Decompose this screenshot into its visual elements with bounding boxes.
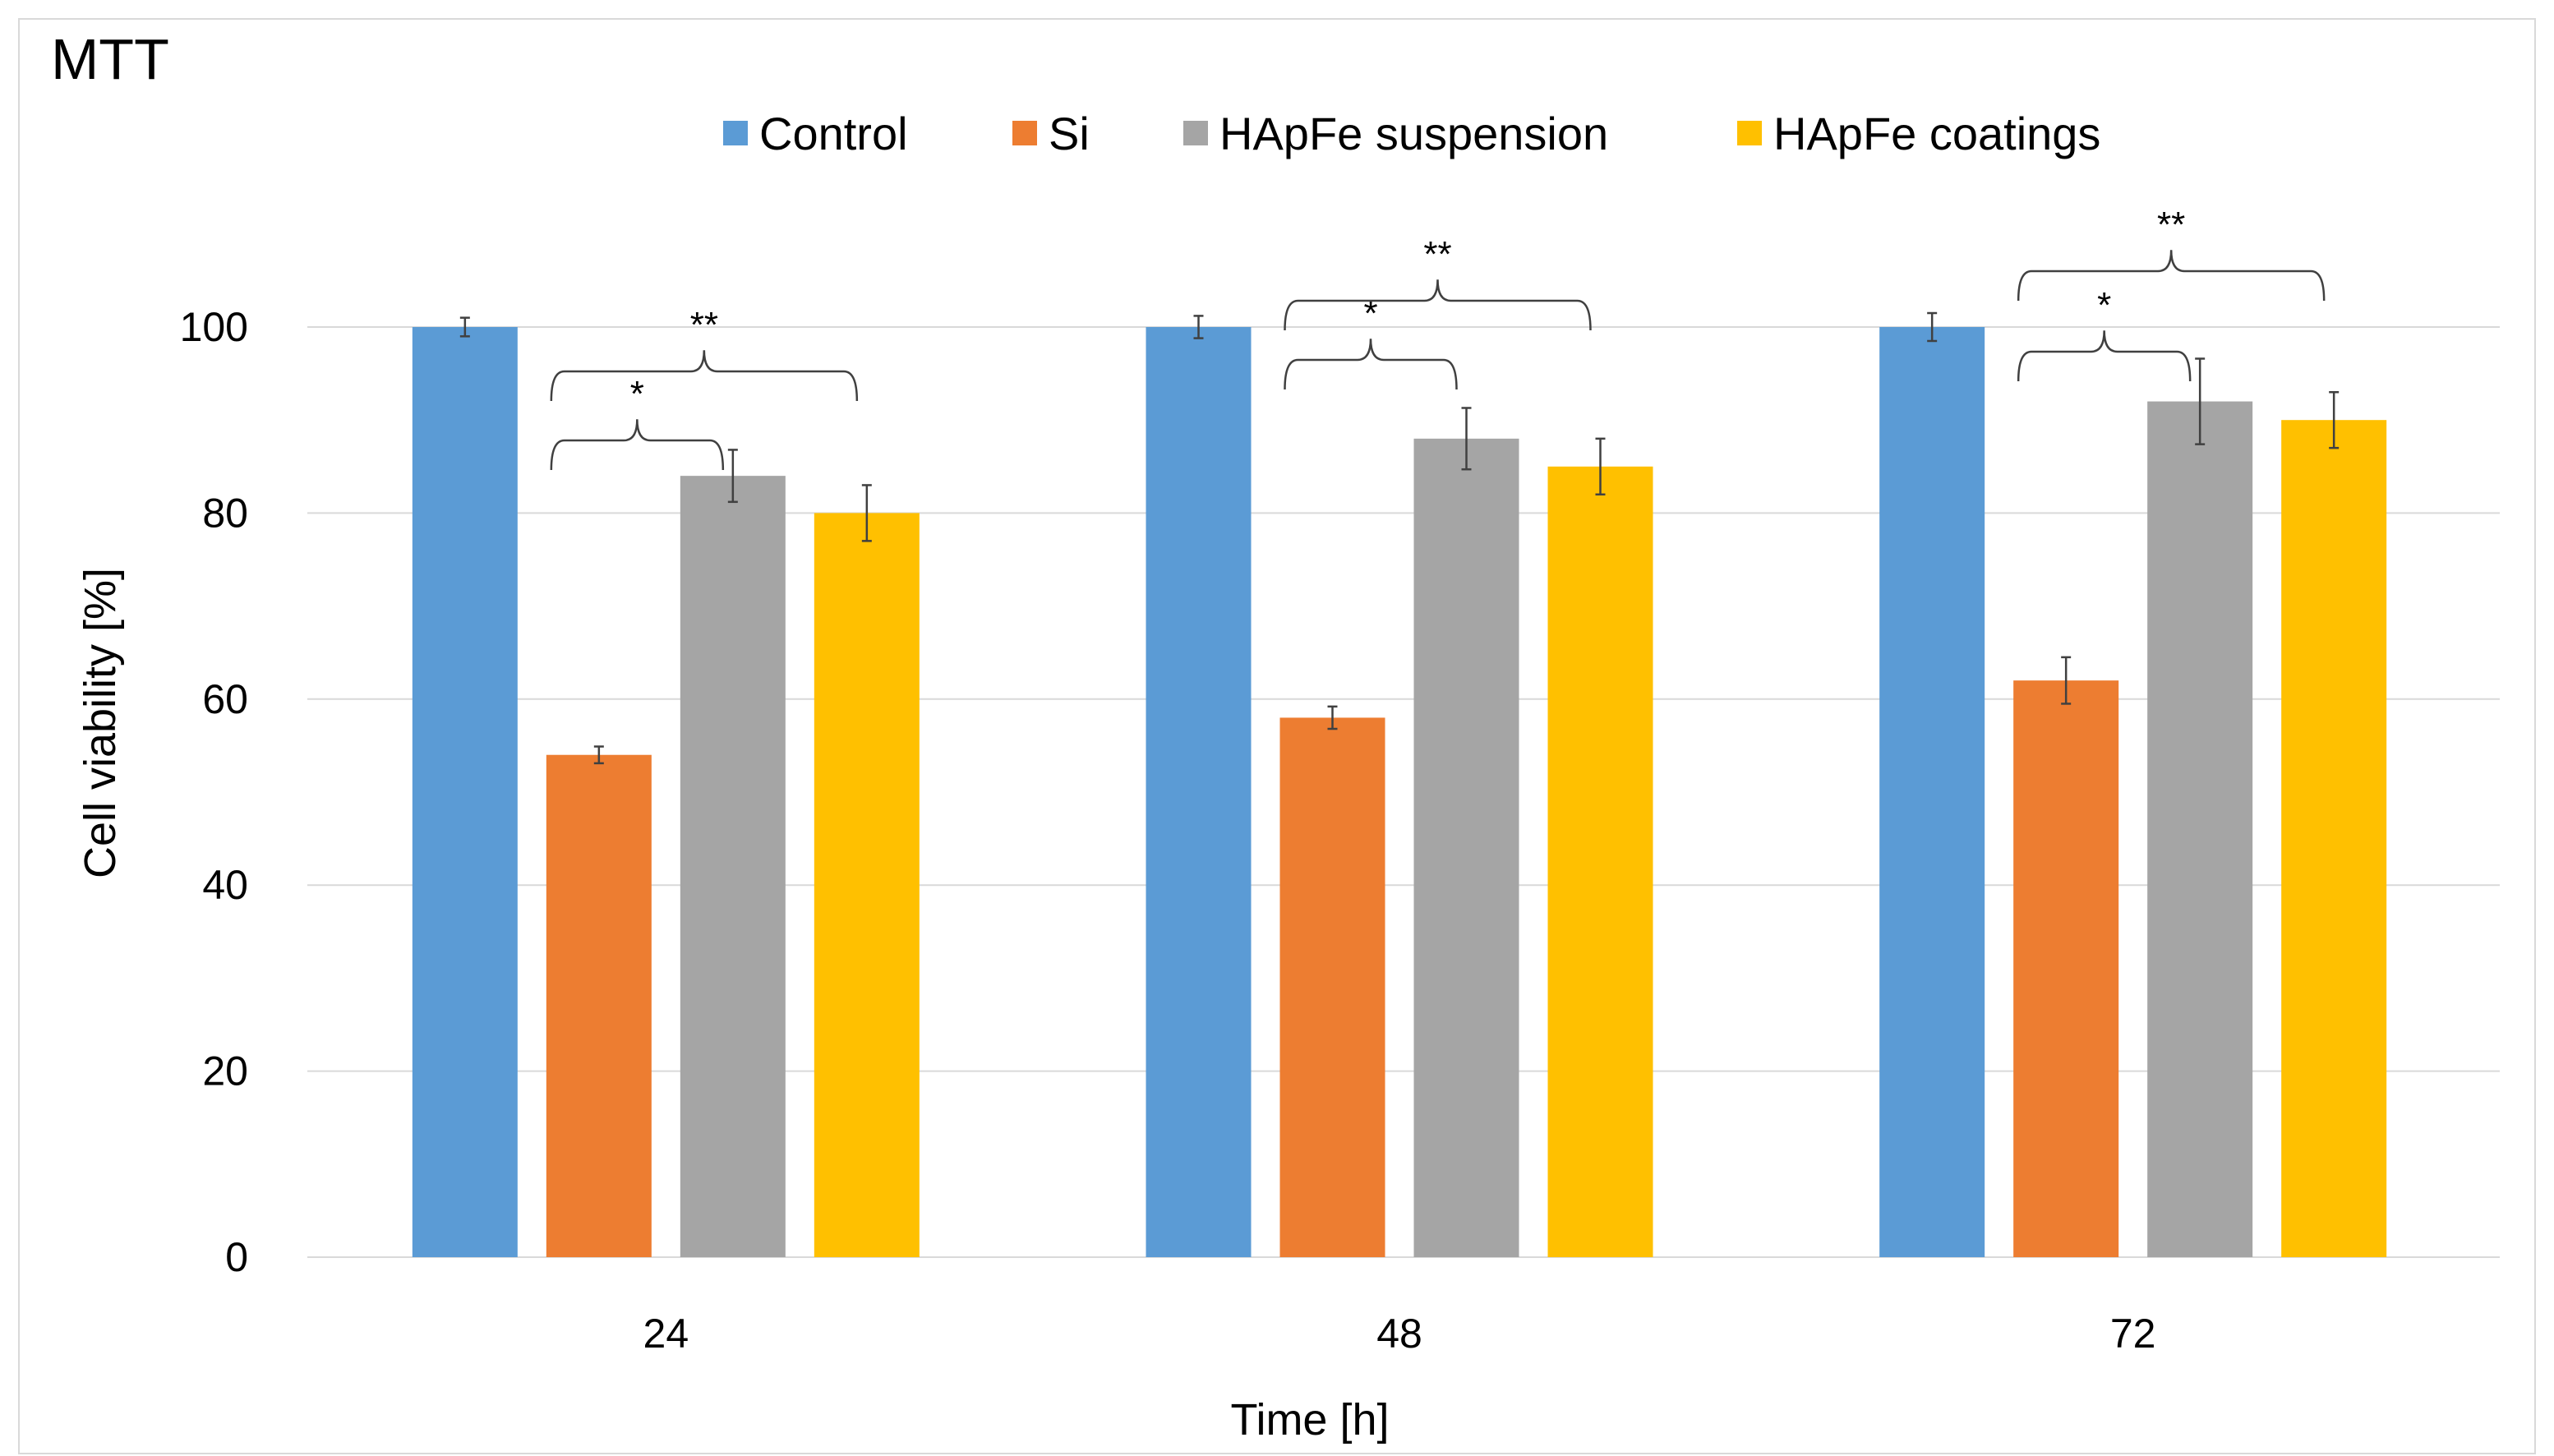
y-axis-title: Cell viability [%] — [76, 568, 125, 878]
bar-si-24 — [546, 754, 652, 1257]
x-tick-label: 24 — [643, 1311, 689, 1357]
bar-control-72 — [1879, 327, 1985, 1257]
significance-bracket — [1284, 339, 1458, 390]
bar-hapfe-coatings-72 — [2281, 420, 2387, 1257]
significance-label: * — [630, 374, 644, 414]
legend-label: Si — [1049, 108, 1090, 159]
significance-bracket — [2017, 250, 2326, 302]
chart-title: MTT — [51, 27, 169, 91]
y-tick-label: 60 — [202, 676, 248, 722]
significance-bracket — [550, 419, 725, 471]
x-axis-title: Time [h] — [1230, 1395, 1389, 1444]
bar-hapfe-suspension-24 — [680, 476, 786, 1257]
significance-label: ** — [1423, 234, 1451, 274]
bar-hapfe-suspension-72 — [2147, 401, 2253, 1257]
bar-control-24 — [412, 327, 518, 1257]
x-tick-label: 48 — [1376, 1311, 1422, 1357]
legend: Control Si HApFe suspension HApFe coatings — [723, 108, 2100, 159]
significance-label: ** — [690, 305, 718, 345]
legend-label: HApFe suspension — [1219, 108, 1608, 159]
legend-swatch — [1183, 121, 1208, 145]
y-tick-label: 0 — [225, 1234, 248, 1280]
significance-bracket — [550, 350, 859, 402]
x-tick-label: 72 — [2110, 1311, 2156, 1357]
y-tick-label: 20 — [202, 1048, 248, 1094]
error-bars — [459, 311, 2340, 765]
legend-label: Control — [759, 108, 908, 159]
legend-swatch — [723, 121, 748, 145]
y-axis-ticks: 0 20 40 60 80 100 — [180, 304, 248, 1280]
bar-hapfe-coatings-48 — [1547, 466, 1653, 1257]
significance-bracket — [1284, 279, 1592, 331]
chart-frame: * ** * ** * ** 0 20 40 60 80 100 24 48 72 Control Si H… — [18, 18, 2536, 1454]
x-axis-ticks: 24 48 72 — [643, 1311, 2156, 1357]
significance-label: * — [1363, 293, 1377, 334]
bar-hapfe-suspension-48 — [1413, 438, 1519, 1257]
legend-swatch — [1012, 121, 1037, 145]
significance-label: ** — [2157, 205, 2185, 245]
legend-label: HApFe coatings — [1773, 108, 2100, 159]
bar-control-48 — [1146, 327, 1252, 1257]
bar-si-72 — [2013, 680, 2119, 1257]
legend-swatch — [1737, 121, 1762, 145]
y-tick-label: 80 — [202, 490, 248, 536]
significance-bracket — [2017, 330, 2192, 382]
y-tick-label: 40 — [202, 862, 248, 908]
y-tick-label: 100 — [180, 304, 248, 350]
significance-label: * — [2097, 285, 2111, 325]
significance-brackets: *** ****** — [550, 205, 2326, 471]
bars — [412, 327, 2387, 1257]
bar-si-48 — [1279, 717, 1385, 1257]
gridlines — [307, 326, 2500, 1258]
bar-hapfe-coatings-24 — [814, 513, 920, 1257]
